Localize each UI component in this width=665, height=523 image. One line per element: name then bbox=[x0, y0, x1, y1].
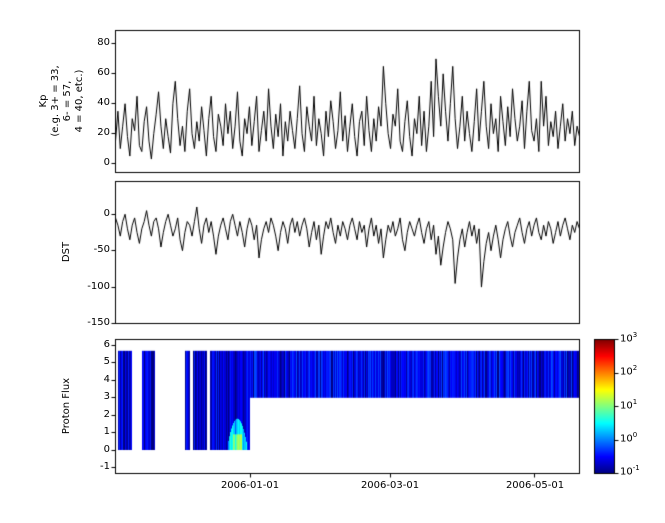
y-tick-label: 40 bbox=[97, 96, 110, 108]
colorbar-tick-base: 10 bbox=[620, 433, 633, 445]
y-tick-label: 60 bbox=[97, 66, 110, 78]
y-tick-label: 0 bbox=[103, 156, 110, 168]
y-tick-label: 6 bbox=[103, 338, 110, 350]
colorbar-tick-label: 10-1 bbox=[620, 464, 640, 477]
colorbar-tick-exponent: -1 bbox=[632, 464, 640, 472]
kp-axis-label-line: Kp bbox=[38, 94, 49, 108]
y-tick-label: -50 bbox=[93, 243, 110, 255]
x-tick-label: 2006-05-01 bbox=[505, 480, 565, 491]
colorbar-tick-exponent: 3 bbox=[632, 331, 638, 339]
colorbar-tick-label: 101 bbox=[620, 398, 637, 411]
colorbar-tick-base: 10 bbox=[620, 366, 633, 378]
y-tick-label: 80 bbox=[97, 36, 110, 48]
x-tick-label: 2006-03-01 bbox=[360, 480, 420, 491]
y-tick-label: 4 bbox=[103, 373, 110, 385]
y-tick-label: 0 bbox=[103, 207, 110, 219]
y-tick-label: -150 bbox=[87, 316, 110, 328]
colorbar-tick-base: 10 bbox=[620, 466, 633, 478]
colorbar-tick-exponent: 0 bbox=[632, 431, 638, 439]
colorbar-tick-exponent: 1 bbox=[632, 398, 638, 406]
colorbar-tick-label: 103 bbox=[620, 331, 637, 344]
colorbar-tick-label: 102 bbox=[620, 364, 637, 377]
colorbar-tick-exponent: 2 bbox=[632, 364, 638, 372]
y-tick-label: 2 bbox=[103, 408, 110, 420]
colorbar-tick-label: 100 bbox=[620, 431, 637, 444]
colorbar-tick-base: 10 bbox=[620, 400, 633, 412]
y-tick-label: 1 bbox=[103, 425, 110, 437]
y-tick-label: -100 bbox=[87, 280, 110, 292]
y-tick-label: 3 bbox=[103, 390, 110, 402]
y-tick-label: -1 bbox=[100, 460, 110, 472]
x-tick-label: 2006-01-01 bbox=[220, 480, 280, 491]
y-tick-label: 5 bbox=[103, 355, 110, 367]
y-tick-label: 0 bbox=[103, 443, 110, 455]
y-tick-label: 20 bbox=[97, 126, 110, 138]
colorbar-tick-base: 10 bbox=[620, 333, 633, 345]
kp-axis-label-line: (e.g. 3+ = 33, bbox=[50, 65, 61, 137]
